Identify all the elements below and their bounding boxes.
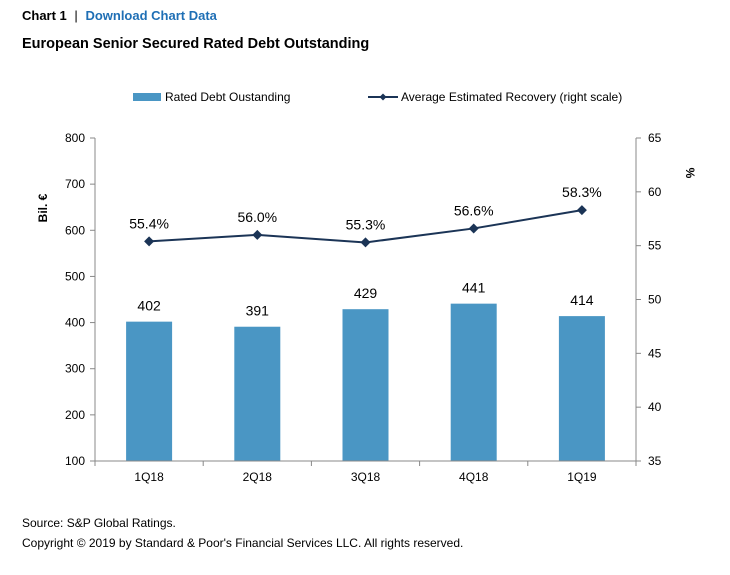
right-tick-label: 65 bbox=[648, 131, 662, 145]
legend-label-bars: Rated Debt Oustanding bbox=[165, 90, 290, 104]
bar-value-label: 429 bbox=[354, 285, 378, 301]
bar-2Q18 bbox=[234, 326, 281, 461]
combo-chart: Rated Debt Oustanding Average Estimated R… bbox=[36, 90, 697, 484]
x-tick-label: 1Q18 bbox=[134, 470, 164, 484]
source-note: Source: S&P Global Ratings. bbox=[22, 516, 176, 530]
bar-value-label: 402 bbox=[137, 298, 161, 314]
left-tick-label: 100 bbox=[65, 454, 85, 468]
left-tick-label: 400 bbox=[65, 316, 85, 330]
legend-marker-recovery bbox=[379, 93, 387, 101]
x-tick-label: 4Q18 bbox=[459, 470, 489, 484]
right-tick-label: 50 bbox=[648, 293, 662, 307]
bar-4Q18 bbox=[450, 303, 497, 461]
x-tick-label: 2Q18 bbox=[243, 470, 273, 484]
chart-title: European Senior Secured Rated Debt Outst… bbox=[22, 36, 370, 52]
recovery-value-label: 55.3% bbox=[346, 216, 386, 232]
right-tick-label: 35 bbox=[648, 454, 662, 468]
left-tick-label: 600 bbox=[65, 223, 85, 237]
left-tick-label: 200 bbox=[65, 408, 85, 422]
left-tick-label: 700 bbox=[65, 177, 85, 191]
legend-swatch-bars bbox=[133, 93, 161, 101]
recovery-point-3Q18 bbox=[360, 237, 371, 248]
bar-3Q18 bbox=[342, 309, 389, 461]
bar-value-label: 414 bbox=[570, 292, 594, 308]
bar-1Q18 bbox=[126, 321, 173, 461]
x-tick-label: 3Q18 bbox=[351, 470, 381, 484]
bar-1Q19 bbox=[558, 316, 605, 461]
recovery-value-label: 58.3% bbox=[562, 184, 602, 200]
chart-header: Chart 1 | Download Chart Data bbox=[22, 8, 217, 23]
recovery-point-2Q18 bbox=[252, 229, 263, 240]
left-tick-label: 300 bbox=[65, 362, 85, 376]
bar-value-label: 391 bbox=[246, 303, 270, 319]
right-tick-label: 40 bbox=[648, 400, 662, 414]
recovery-value-label: 55.4% bbox=[129, 215, 169, 231]
header-separator: | bbox=[74, 8, 78, 23]
chart-number-label: Chart 1 bbox=[22, 8, 67, 23]
recovery-point-1Q18 bbox=[144, 236, 155, 247]
download-chart-data-link[interactable]: Download Chart Data bbox=[85, 8, 217, 23]
right-axis-title: % bbox=[683, 168, 697, 179]
recovery-point-4Q18 bbox=[468, 223, 479, 234]
recovery-value-label: 56.6% bbox=[454, 202, 494, 218]
left-tick-label: 500 bbox=[65, 269, 85, 283]
left-tick-label: 800 bbox=[65, 131, 85, 145]
recovery-value-label: 56.0% bbox=[237, 209, 277, 225]
right-tick-label: 55 bbox=[648, 239, 662, 253]
x-tick-label: 1Q19 bbox=[567, 470, 597, 484]
legend-label-recovery: Average Estimated Recovery (right scale) bbox=[401, 90, 622, 104]
copyright-note: Copyright © 2019 by Standard & Poor's Fi… bbox=[22, 536, 464, 550]
recovery-point-1Q19 bbox=[576, 205, 587, 216]
right-tick-label: 60 bbox=[648, 185, 662, 199]
right-tick-label: 45 bbox=[648, 346, 662, 360]
left-axis-title: Bil. € bbox=[36, 193, 50, 222]
bar-value-label: 441 bbox=[462, 280, 486, 296]
